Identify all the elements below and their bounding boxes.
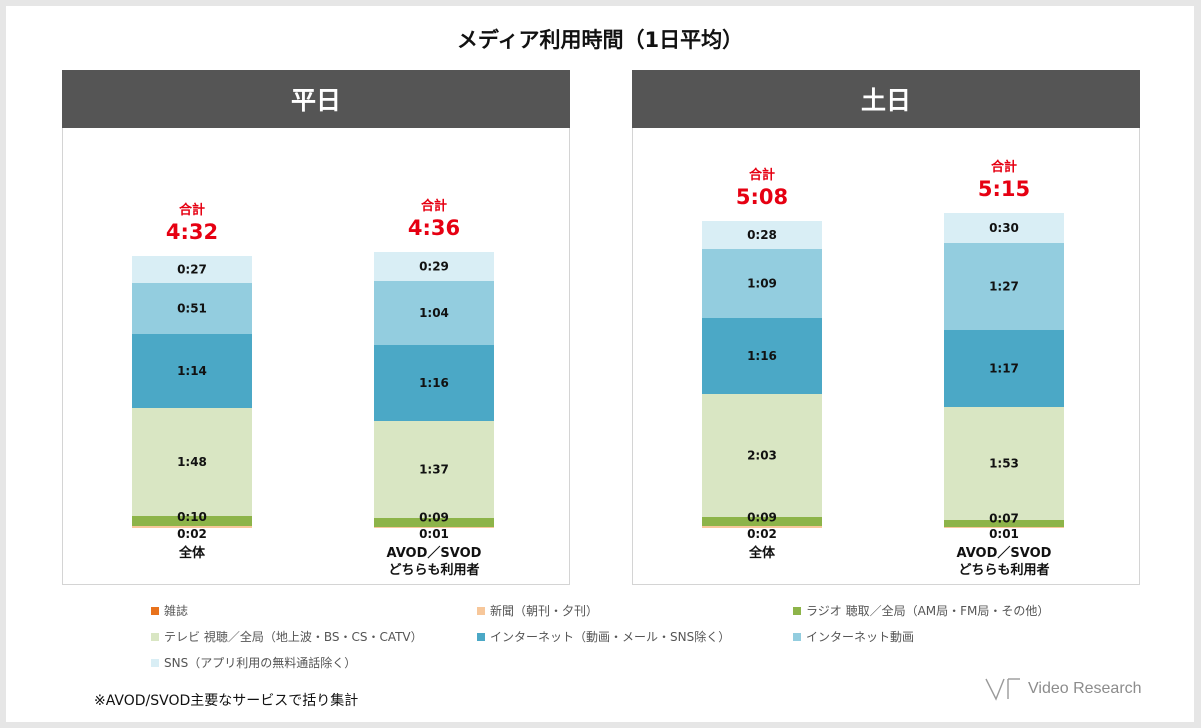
page: メディア利用時間（1日平均） 平日 0:02 0:10 1:48 1:14 0:51 0:… bbox=[6, 6, 1194, 722]
segment-label-tv: 2:03 bbox=[747, 449, 777, 463]
legend-swatch bbox=[151, 606, 159, 615]
total-caption: 合計 bbox=[421, 198, 447, 214]
bar-segment-shinbun bbox=[944, 527, 1064, 528]
chart-svg-weekday: 0:02 0:10 1:48 1:14 0:51 0:27 合計 4:32 全体 0:01 0:09… bbox=[132, 198, 494, 578]
legend-label: 新聞（朝刊・夕刊） bbox=[490, 604, 599, 618]
segment-label-radio: 0:10 bbox=[177, 510, 207, 524]
legend-item-sns: SNS（アプリ利用の無料通話除く） bbox=[151, 654, 356, 671]
legend-label: テレビ 視聴／全局（地上波・BS・CS・CATV） bbox=[164, 630, 423, 644]
bar-segment-radio bbox=[374, 518, 494, 527]
bar-segment-net bbox=[132, 334, 252, 408]
legend-swatch bbox=[151, 658, 159, 667]
bar-segment-douga bbox=[132, 283, 252, 334]
bar-segment-shinbun bbox=[702, 526, 822, 528]
legend-swatch bbox=[151, 632, 159, 641]
panel-header-weekend: 土日 bbox=[632, 70, 1140, 128]
bar-segment-tv bbox=[374, 421, 494, 518]
bar-segment-tv bbox=[944, 407, 1064, 520]
legend: 雑誌 新聞（朝刊・夕刊） ラジオ 聴取／全局（AM局・FM局・その他） テレビ 視聴／… bbox=[151, 602, 1151, 672]
legend-swatch bbox=[793, 632, 801, 641]
segment-label-douga: 0:51 bbox=[177, 302, 207, 316]
legend-item-tv: テレビ 視聴／全局（地上波・BS・CS・CATV） bbox=[151, 628, 423, 645]
category-label: AVOD／SVOD bbox=[387, 545, 482, 561]
bar-segment-tv bbox=[132, 408, 252, 516]
bar-segment-sns bbox=[702, 221, 822, 249]
segment-label-douga: 1:09 bbox=[747, 277, 777, 291]
bar-segment-radio bbox=[944, 520, 1064, 527]
segment-label-sns: 0:30 bbox=[989, 221, 1019, 235]
total-value: 4:32 bbox=[166, 220, 218, 244]
segment-label-shinbun: 0:01 bbox=[989, 527, 1019, 541]
segment-label-shinbun: 0:02 bbox=[747, 527, 777, 541]
segment-label-sns: 0:29 bbox=[419, 260, 449, 274]
segment-label-sns: 0:27 bbox=[177, 263, 207, 277]
chart-panel-weekend: 土日 0:02 0:09 2:03 1:16 1:09 0:28 合計 5:08 全体 0:01 0… bbox=[632, 70, 1140, 585]
legend-item-net: インターネット（動画・メール・SNS除く） bbox=[477, 628, 730, 645]
bar-segment-net bbox=[374, 345, 494, 421]
bar-segment-douga bbox=[702, 249, 822, 318]
category-label: 全体 bbox=[748, 545, 776, 561]
bar-segment-douga bbox=[374, 281, 494, 345]
legend-label: インターネット（動画・メール・SNS除く） bbox=[490, 630, 731, 644]
total-value: 5:08 bbox=[736, 185, 788, 209]
total-value: 5:15 bbox=[978, 177, 1030, 201]
bar-segment-shinbun bbox=[132, 526, 252, 528]
category-label: 全体 bbox=[178, 545, 206, 561]
segment-label-tv: 1:48 bbox=[177, 455, 207, 469]
segment-label-shinbun: 0:01 bbox=[419, 527, 449, 541]
footnote: ※AVOD/SVOD主要なサービスで括り集計 bbox=[94, 693, 359, 709]
segment-label-tv: 1:37 bbox=[419, 463, 449, 477]
segment-label-radio: 0:07 bbox=[989, 512, 1019, 526]
chart-svg-weekend: 0:02 0:09 2:03 1:16 1:09 0:28 合計 5:08 全体 0:010:07… bbox=[702, 159, 1064, 578]
bar-segment-radio bbox=[702, 517, 822, 526]
segment-label-net: 1:16 bbox=[419, 376, 449, 390]
legend-item-zasshi: 雑誌 bbox=[151, 602, 188, 619]
segment-label-radio: 0:09 bbox=[419, 511, 449, 525]
total-caption: 合計 bbox=[179, 202, 205, 218]
segment-label-shinbun: 0:02 bbox=[177, 527, 207, 541]
legend-swatch bbox=[477, 606, 485, 615]
bar-segment-tv bbox=[702, 394, 822, 517]
bar-segment-net bbox=[702, 318, 822, 394]
brand-text: Video Research bbox=[1028, 680, 1142, 697]
segment-label-tv: 1:53 bbox=[989, 457, 1019, 471]
panel-body-weekend bbox=[632, 128, 1140, 585]
category-label: どちらも利用者 bbox=[958, 562, 1049, 578]
video-research-logo-icon bbox=[985, 678, 1020, 701]
legend-label: インターネット動画 bbox=[806, 630, 915, 644]
bar-segment-sns bbox=[944, 213, 1064, 243]
total-value: 4:36 bbox=[408, 216, 460, 240]
segment-label-net: 1:14 bbox=[177, 364, 207, 378]
panel-body-weekday bbox=[62, 128, 570, 585]
total-caption: 合計 bbox=[749, 167, 775, 183]
segment-label-net: 1:16 bbox=[747, 349, 777, 363]
segment-label-douga: 1:04 bbox=[419, 306, 449, 320]
total-caption: 合計 bbox=[991, 159, 1017, 175]
legend-item-shinbun: 新聞（朝刊・夕刊） bbox=[477, 602, 598, 619]
segment-label-douga: 1:27 bbox=[989, 280, 1019, 294]
legend-swatch bbox=[477, 632, 485, 641]
panel-header-weekday: 平日 bbox=[62, 70, 570, 128]
page-title: メディア利用時間（1日平均） bbox=[456, 28, 744, 52]
bar-segment-douga bbox=[944, 243, 1064, 330]
bar-segment-sns bbox=[374, 252, 494, 281]
segment-label-radio: 0:09 bbox=[747, 511, 777, 525]
bar-segment-net bbox=[944, 330, 1064, 407]
legend-label: ラジオ 聴取／全局（AM局・FM局・その他） bbox=[806, 604, 1050, 618]
legend-item-douga: インターネット動画 bbox=[793, 628, 914, 645]
chart-panel-weekday: 平日 0:02 0:10 1:48 1:14 0:51 0:27 合計 4:32 全体 0:01 0… bbox=[62, 70, 570, 585]
bar-segment-shinbun bbox=[374, 527, 494, 528]
legend-item-radio: ラジオ 聴取／全局（AM局・FM局・その他） bbox=[793, 602, 1049, 619]
category-label: どちらも利用者 bbox=[388, 562, 479, 578]
brand-logo: Video Research bbox=[984, 674, 1142, 704]
legend-label: 雑誌 bbox=[164, 604, 189, 618]
segment-label-sns: 0:28 bbox=[747, 228, 777, 242]
bar-segment-sns bbox=[132, 256, 252, 283]
legend-swatch bbox=[793, 606, 801, 615]
bar-segment-radio bbox=[132, 516, 252, 526]
category-label: AVOD／SVOD bbox=[957, 545, 1052, 561]
legend-label: SNS（アプリ利用の無料通話除く） bbox=[164, 656, 357, 670]
segment-label-net: 1:17 bbox=[989, 362, 1019, 376]
